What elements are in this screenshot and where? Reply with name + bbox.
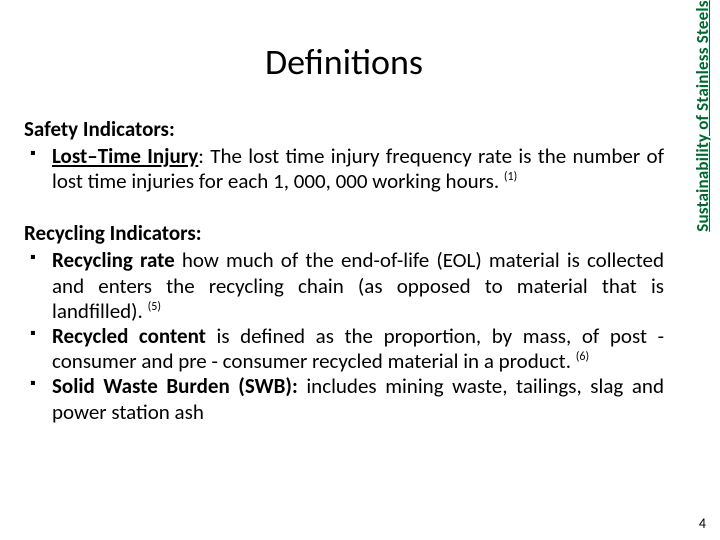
list-item: Recycled content is defined as the propo… — [24, 324, 664, 374]
side-label-text: Sustainability of Stainless Steels — [686, 0, 720, 232]
bullet-list-recycling: Recycling rate how much of the end-of-li… — [24, 248, 664, 424]
page-title: Definitions — [24, 40, 664, 84]
citation-sup: (1) — [504, 170, 517, 184]
section-heading-safety: Safety Indicators: — [24, 116, 664, 142]
side-label-container: Sustainability of Stainless Steels — [686, 0, 720, 232]
list-item: Recycling rate how much of the end-of-li… — [24, 248, 664, 324]
colon — [206, 323, 217, 349]
citation-sup: (5) — [148, 300, 161, 314]
slide: Sustainability of Stainless Steels Defin… — [0, 0, 720, 540]
colon — [175, 247, 182, 273]
section-heading-recycling: Recycling Indicators: — [24, 220, 664, 246]
side-label: Sustainability of Stainless Steels — [686, 0, 720, 232]
page-number: 4 — [699, 515, 706, 532]
bullet-list-safety: Lost–Time Injury: The lost time injury f… — [24, 144, 664, 194]
content-area: Definitions Safety Indicators: Lost–Time… — [24, 0, 664, 540]
term: Recycled content — [52, 323, 206, 349]
colon: : — [198, 143, 210, 169]
list-item: Solid Waste Burden (SWB): includes minin… — [24, 374, 664, 424]
term: Recycling rate — [52, 247, 175, 273]
term: Lost–Time Injury — [52, 143, 198, 169]
term: Solid Waste Burden (SWB): — [52, 373, 298, 399]
list-item: Lost–Time Injury: The lost time injury f… — [24, 144, 664, 194]
citation-sup: (6) — [576, 350, 589, 364]
